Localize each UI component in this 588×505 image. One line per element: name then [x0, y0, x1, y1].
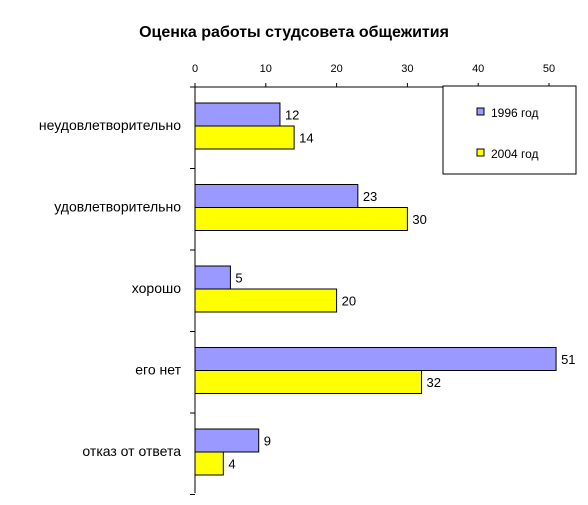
category-label: отказ от ответа	[82, 443, 181, 459]
bar-1996	[194, 428, 260, 453]
bar-2004	[194, 288, 338, 313]
legend-label-2004: 2004 год	[491, 147, 539, 161]
data-label: 5	[235, 271, 242, 286]
legend-box	[442, 85, 577, 175]
bar-1996	[194, 347, 557, 371]
category-label: неудовлетворительно	[39, 117, 181, 133]
category-label: хорошо	[132, 280, 181, 296]
bars-layer	[194, 102, 557, 476]
bar-2004	[194, 207, 408, 231]
bar-1996	[194, 184, 359, 208]
bar-1996	[194, 102, 281, 127]
bar-2004	[194, 370, 423, 394]
x-tick-label: 40	[472, 63, 484, 75]
chart-title: Оценка работы студсовета общежития	[139, 24, 449, 41]
data-label: 23	[363, 189, 377, 204]
data-label: 51	[561, 352, 575, 367]
data-label: 9	[264, 434, 271, 449]
data-label: 4	[228, 457, 235, 472]
data-label: 14	[299, 131, 313, 146]
data-label: 32	[427, 375, 441, 390]
legend-swatch-2004	[476, 148, 485, 157]
category-labels: неудовлетворительно удовлетворительно хоро…	[39, 117, 182, 459]
bar-2004	[194, 451, 224, 476]
axis-layer: 0 10 20 30 40 50	[190, 63, 560, 495]
legend-swatch-1996	[476, 107, 485, 116]
x-tick-label: 20	[330, 63, 342, 75]
category-label: его нет	[135, 362, 181, 378]
data-label: 20	[342, 294, 356, 309]
bar-2004	[194, 125, 295, 150]
data-label: 30	[412, 212, 426, 227]
data-label: 12	[285, 108, 299, 123]
x-tick-label: 10	[260, 63, 272, 75]
x-tick-label: 0	[192, 63, 198, 75]
legend-label-1996: 1996 год	[491, 106, 539, 120]
category-label: удовлетворительно	[54, 199, 181, 215]
data-labels: 12 23 5 51 9 14 30 20 32 4	[228, 108, 575, 472]
x-tick-label: 30	[401, 63, 413, 75]
legend: 1996 год 2004 год	[442, 85, 577, 175]
bar-1996	[194, 265, 231, 290]
x-tick-label: 50	[543, 63, 555, 75]
